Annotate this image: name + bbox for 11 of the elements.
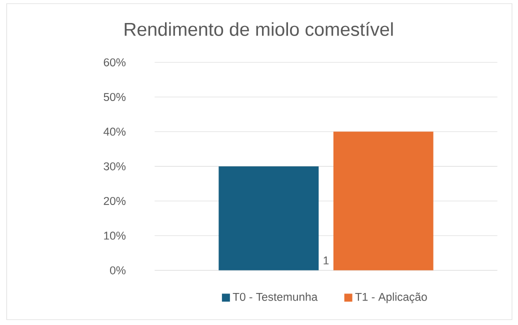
y-tick-label: 60% — [104, 58, 126, 66]
y-tick-label: 0% — [110, 266, 126, 274]
x-tick-label: 1 — [324, 256, 329, 264]
y-tick-label: 50% — [104, 92, 126, 102]
legend-label: T1 - Aplicação — [355, 292, 427, 304]
legend-label: T0 - Testemunha — [232, 292, 318, 301]
y-tick-label: 30% — [104, 162, 126, 170]
y-tick-label: 40% — [104, 128, 126, 136]
chart-title: Rendimento de miolo comestível — [124, 22, 393, 36]
y-tick-label: 20% — [104, 196, 126, 205]
y-tick-label: 10% — [104, 232, 126, 240]
